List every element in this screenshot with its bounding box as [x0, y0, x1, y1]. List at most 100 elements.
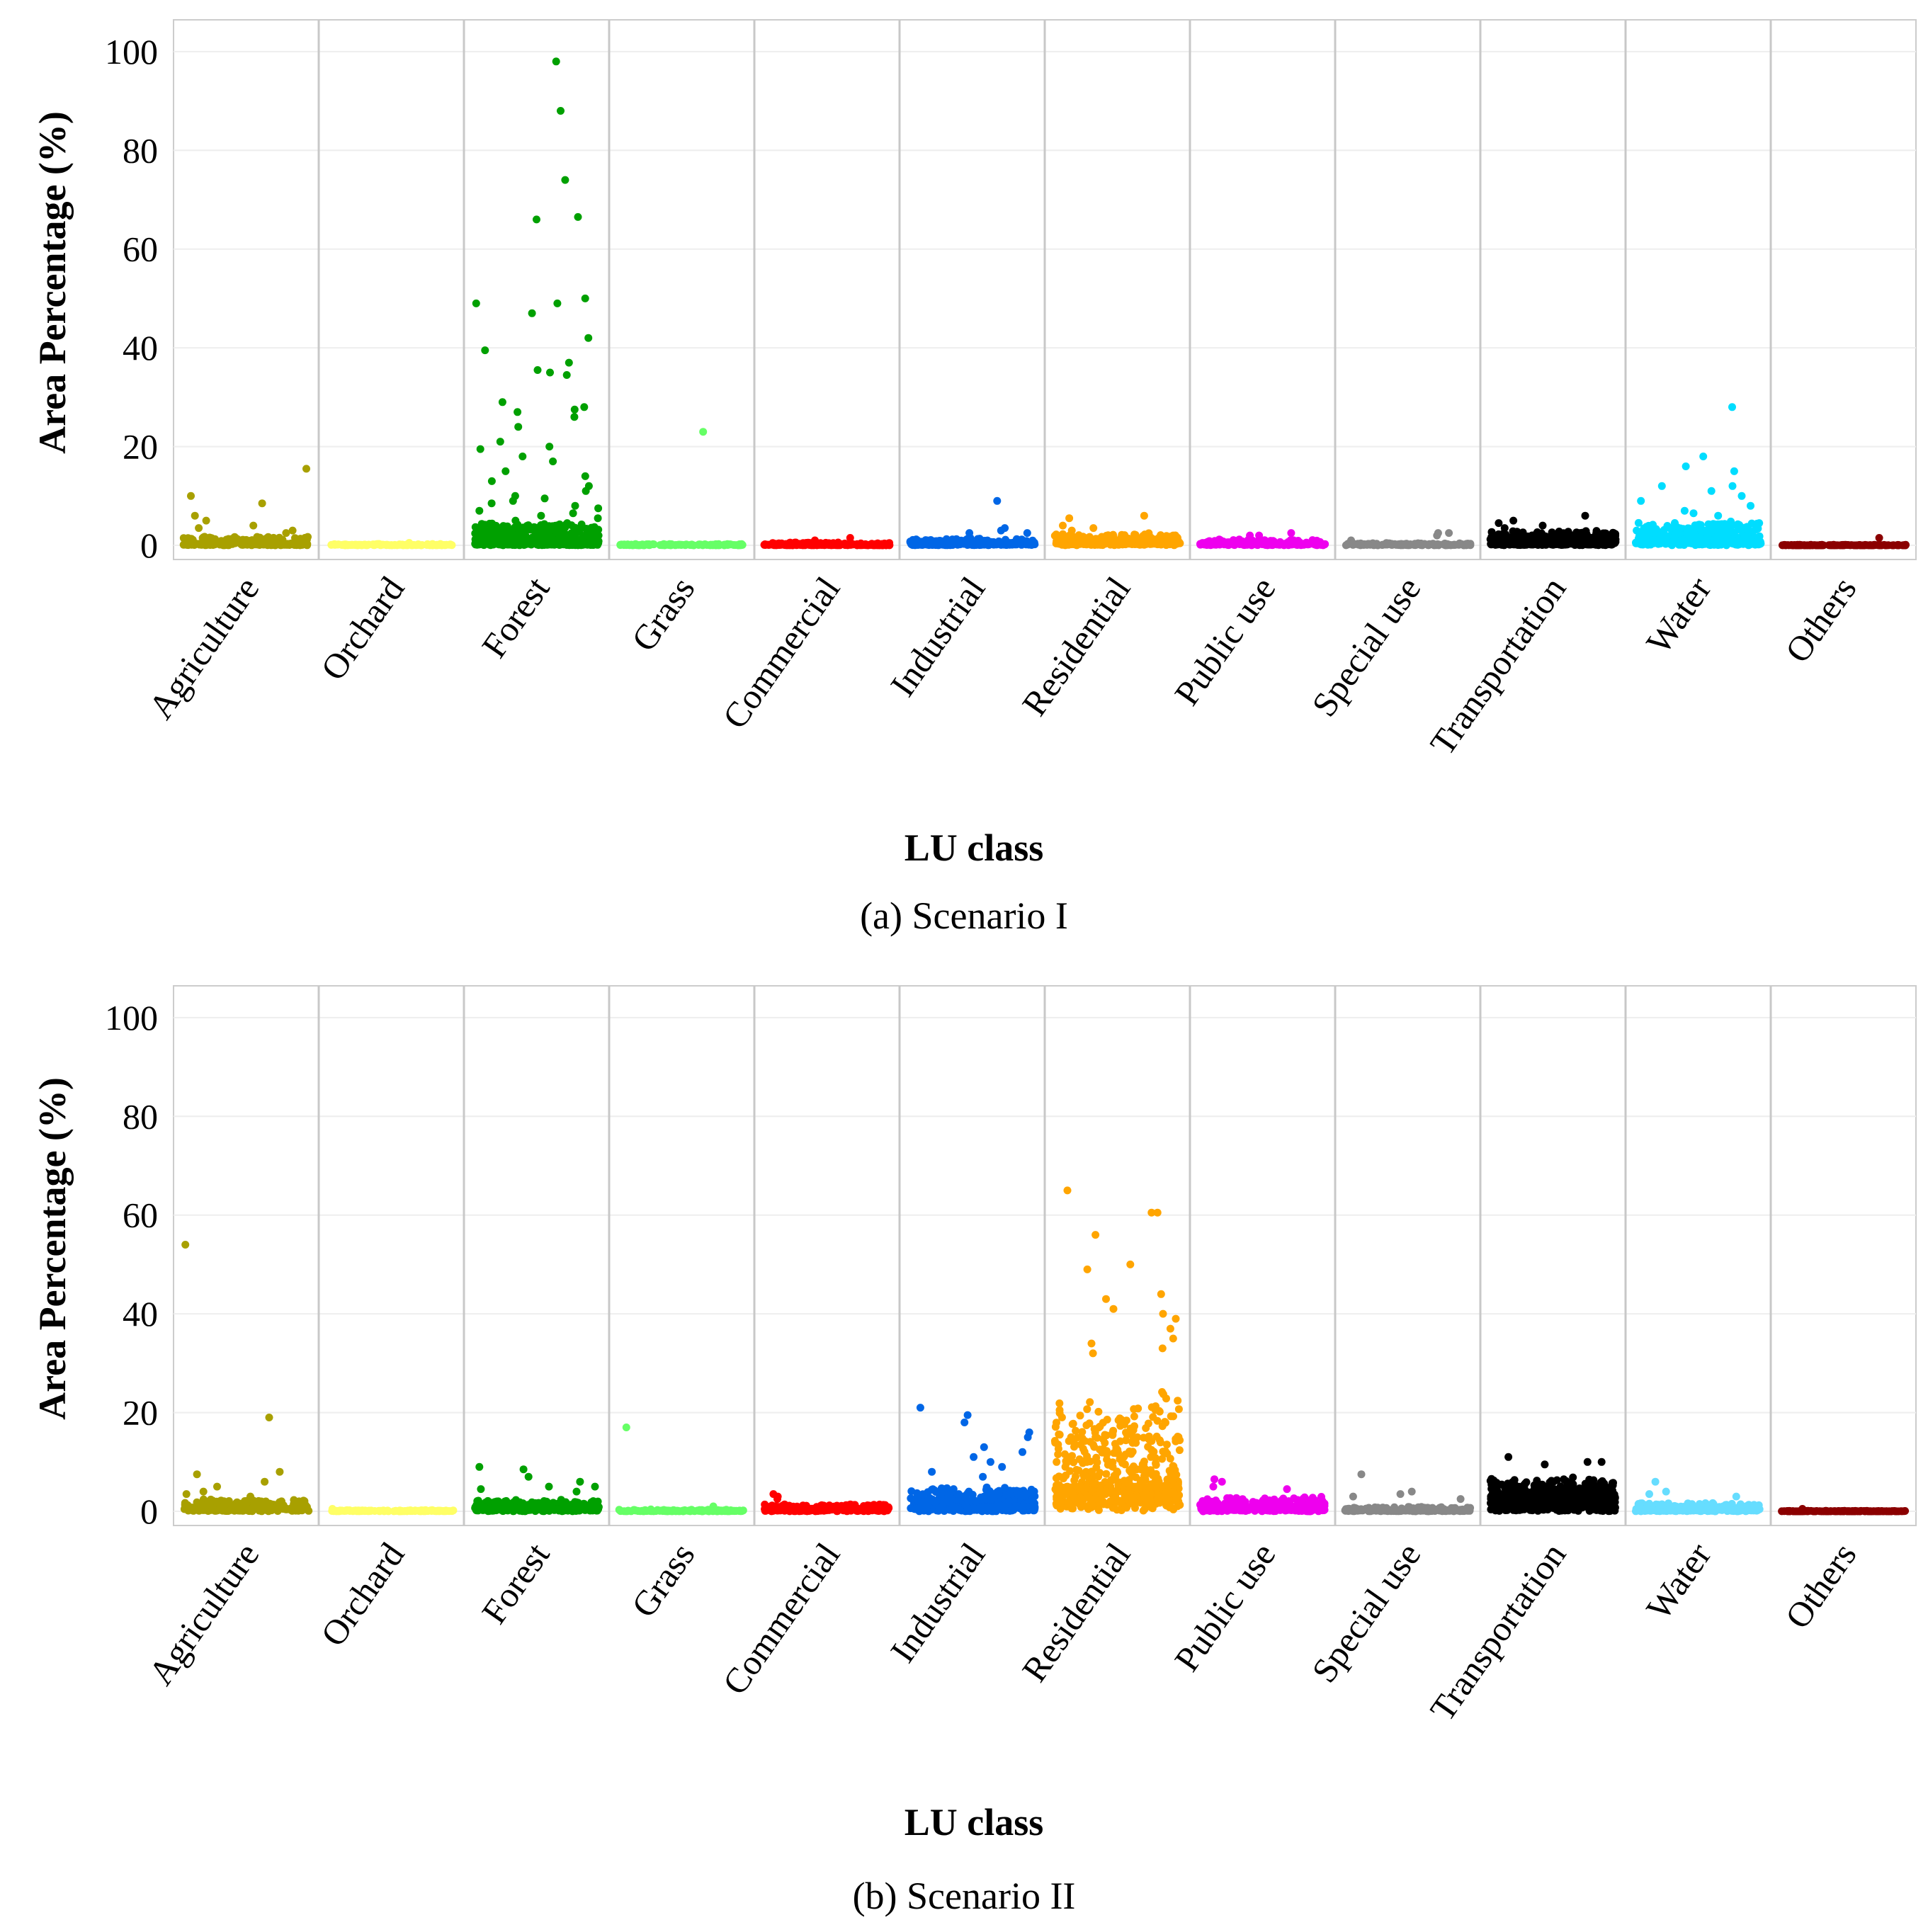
- x-tick-label: Residential: [1014, 1535, 1138, 1688]
- data-point: [1876, 541, 1884, 550]
- caption-scenario-1: (a) Scenario I: [860, 894, 1068, 937]
- data-point: [533, 366, 542, 374]
- data-point: [1836, 541, 1844, 550]
- data-point: [1781, 541, 1790, 550]
- data-point: [197, 540, 205, 549]
- data-point: [1634, 518, 1643, 527]
- data-point: [970, 1453, 978, 1461]
- data-point: [276, 1467, 284, 1476]
- x-axis-label: LU class: [905, 1801, 1044, 1843]
- data-point: [822, 538, 830, 547]
- data-point: [1707, 487, 1716, 495]
- data-point: [265, 1414, 273, 1421]
- data-point: [1805, 541, 1814, 550]
- data-point: [1059, 521, 1067, 530]
- data-point: [191, 511, 199, 520]
- data-point: [622, 1424, 630, 1431]
- data-point: [812, 541, 821, 550]
- data-point: [187, 491, 195, 500]
- data-point: [347, 540, 356, 549]
- data-point: [1664, 532, 1672, 540]
- series-water: [1632, 403, 1765, 550]
- y-tick-label: 80: [123, 130, 158, 170]
- x-tick-label: Orchard: [313, 1535, 412, 1653]
- data-point: [1065, 514, 1074, 523]
- series-industrial: [907, 1404, 1039, 1516]
- data-point: [390, 541, 399, 550]
- data-point: [209, 1505, 217, 1513]
- data-point: [261, 1477, 269, 1486]
- data-point: [582, 487, 590, 495]
- data-point: [545, 1482, 553, 1491]
- data-point: [1430, 541, 1439, 550]
- data-point: [494, 538, 503, 547]
- data-point: [514, 408, 522, 416]
- data-point: [477, 532, 485, 540]
- data-point: [928, 1467, 936, 1476]
- data-point: [1581, 511, 1589, 520]
- data-point: [863, 1502, 872, 1511]
- data-point: [1574, 540, 1582, 547]
- data-point: [715, 541, 723, 550]
- data-point: [1502, 530, 1510, 539]
- data-point: [1025, 540, 1033, 549]
- series-agriculture: [179, 465, 312, 550]
- data-point: [225, 540, 232, 548]
- data-point: [551, 521, 560, 530]
- data-point: [1894, 540, 1902, 549]
- data-point: [1704, 520, 1713, 528]
- data-point: [290, 1496, 298, 1504]
- data-point: [1354, 540, 1362, 548]
- data-point: [1118, 532, 1127, 540]
- data-point: [1128, 536, 1137, 545]
- data-point: [1446, 541, 1455, 550]
- data-point: [1875, 534, 1883, 542]
- y-tick-label: 60: [123, 229, 158, 269]
- data-point: [448, 1507, 455, 1515]
- data-point: [1730, 467, 1738, 475]
- data-point: [666, 541, 674, 550]
- data-point: [233, 535, 242, 543]
- data-point: [861, 541, 869, 549]
- data-point: [1881, 541, 1890, 550]
- data-point: [540, 494, 549, 503]
- data-point: [919, 1492, 927, 1501]
- data-point: [476, 445, 484, 453]
- data-point: [213, 538, 222, 546]
- data-point: [258, 499, 266, 508]
- data-point: [1703, 528, 1712, 537]
- data-point: [638, 1506, 647, 1515]
- x-tick-label: Commercial: [715, 1535, 848, 1702]
- data-point: [884, 1503, 892, 1511]
- data-point: [302, 465, 310, 473]
- data-point: [188, 1504, 196, 1512]
- data-point: [565, 358, 573, 367]
- data-point: [1509, 527, 1517, 535]
- series-orchard: [327, 539, 456, 550]
- data-point: [1526, 538, 1535, 546]
- data-point: [561, 523, 569, 532]
- data-point: [546, 368, 554, 377]
- data-point: [574, 212, 582, 221]
- series-grass: [615, 1424, 747, 1516]
- data-point: [589, 527, 597, 535]
- data-point: [1643, 527, 1651, 535]
- data-point: [253, 535, 261, 544]
- data-point: [1637, 496, 1645, 505]
- data-point: [204, 537, 212, 545]
- x-tick-label: Residential: [1014, 569, 1138, 722]
- data-point: [208, 1496, 217, 1505]
- x-tick-label: Public use: [1167, 569, 1283, 712]
- data-point: [1310, 540, 1319, 547]
- data-point: [569, 509, 577, 518]
- data-point: [1714, 511, 1723, 520]
- data-point: [489, 522, 498, 530]
- series-others: [1779, 534, 1910, 550]
- data-point: [564, 530, 572, 539]
- data-point: [241, 1501, 249, 1510]
- data-point: [581, 294, 589, 302]
- data-point: [231, 1503, 239, 1511]
- data-point: [1364, 540, 1373, 548]
- data-point: [1495, 519, 1503, 528]
- data-point: [1844, 541, 1852, 549]
